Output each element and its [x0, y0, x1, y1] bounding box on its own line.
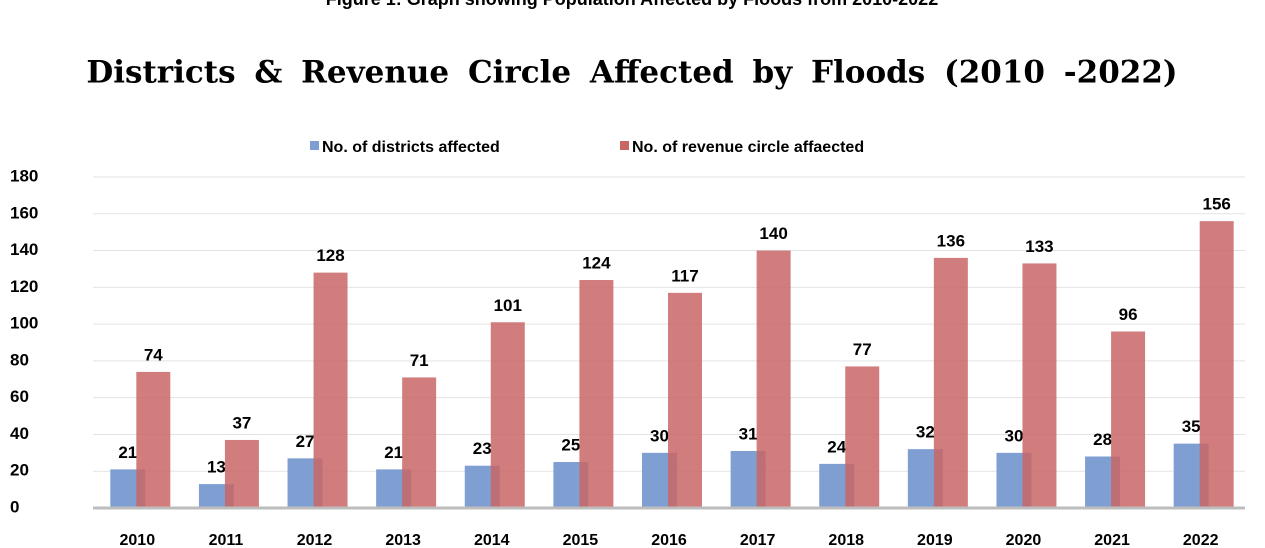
- bar: [756, 250, 791, 509]
- legend-label: No. of districts affected: [322, 139, 500, 156]
- y-tick-label: 80: [10, 350, 29, 369]
- data-label: 31: [739, 424, 758, 443]
- data-label: 128: [316, 246, 344, 265]
- data-label: 27: [296, 432, 315, 451]
- data-label: 24: [827, 437, 846, 456]
- y-tick-label: 120: [10, 277, 38, 296]
- data-label: 25: [561, 436, 580, 455]
- bar: [490, 322, 525, 508]
- bar: [579, 279, 614, 508]
- data-label: 23: [473, 439, 492, 458]
- data-label: 133: [1025, 237, 1053, 256]
- data-label: 21: [384, 443, 403, 462]
- data-label: 117: [671, 266, 698, 285]
- data-label: 136: [937, 231, 965, 250]
- y-tick-label: 180: [10, 166, 38, 185]
- bar: [313, 272, 348, 508]
- data-label: 35: [1182, 417, 1201, 436]
- y-tick-label: 20: [10, 461, 29, 480]
- bar: [668, 292, 702, 508]
- data-label: 37: [232, 413, 251, 432]
- data-label: 21: [118, 443, 137, 462]
- data-label: 32: [916, 423, 935, 442]
- x-tick-label: 2021: [1094, 532, 1130, 548]
- legend-swatch: [310, 141, 319, 150]
- data-label: 13: [207, 458, 226, 477]
- data-label: 77: [853, 340, 872, 359]
- y-tick-label: 100: [10, 314, 38, 333]
- caption: Figure 1: Graph showing Population Affec…: [326, 0, 938, 9]
- legend-label: No. of revenue circle affaected: [632, 139, 864, 156]
- data-label: 156: [1203, 195, 1231, 214]
- x-tick-label: 2018: [828, 532, 864, 548]
- y-tick-label: 140: [10, 240, 38, 259]
- chart-title: Districts & Revenue Circle Affected by F…: [86, 55, 1177, 91]
- bar: [845, 366, 880, 508]
- data-label: 71: [410, 351, 429, 370]
- legend-swatch: [620, 141, 629, 150]
- x-tick-label: 2011: [209, 532, 244, 548]
- y-tick-label: 40: [10, 424, 29, 443]
- bar: [136, 371, 171, 508]
- y-tick-label: 160: [10, 203, 38, 222]
- x-tick-label: 2013: [385, 532, 421, 548]
- x-tick-label: 2019: [917, 532, 953, 548]
- data-label: 140: [759, 224, 787, 243]
- bar: [933, 257, 968, 508]
- x-tick-label: 2010: [120, 532, 156, 548]
- y-tick-label: 60: [10, 387, 29, 406]
- data-label: 30: [650, 426, 669, 445]
- y-tick-label: 0: [10, 497, 19, 516]
- data-label: 96: [1119, 305, 1138, 324]
- bar: [402, 377, 437, 508]
- data-label: 74: [144, 345, 163, 364]
- x-tick-label: 2015: [563, 532, 599, 548]
- x-tick-label: 2020: [1006, 532, 1042, 548]
- bar: [224, 439, 259, 508]
- data-label: 30: [1005, 426, 1024, 445]
- bar: [1022, 263, 1057, 508]
- data-label: 124: [582, 253, 611, 272]
- x-tick-label: 2017: [740, 532, 776, 548]
- x-tick-label: 2022: [1183, 532, 1219, 548]
- x-tick-label: 2012: [297, 532, 333, 548]
- data-label: 101: [494, 296, 522, 315]
- x-tick-label: 2014: [474, 532, 510, 548]
- bar: [1199, 221, 1234, 508]
- bar: [1111, 331, 1146, 508]
- x-tick-label: 2016: [651, 532, 687, 548]
- data-label: 28: [1093, 430, 1112, 449]
